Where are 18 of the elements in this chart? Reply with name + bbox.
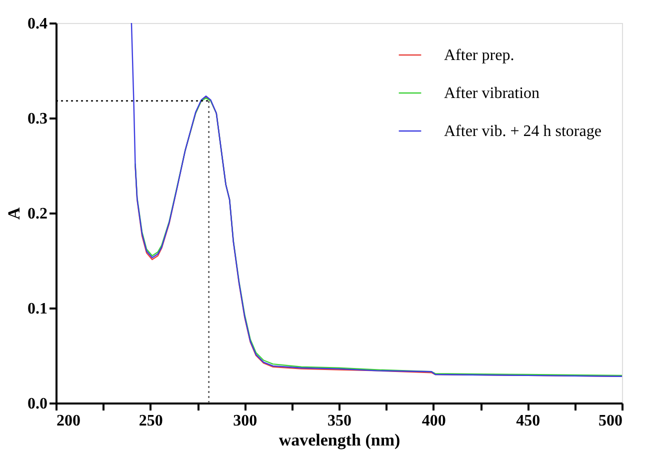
- legend-label: After prep.: [444, 47, 514, 64]
- y-tick-label: 0.2: [28, 206, 48, 222]
- y-tick-label: 0.4: [28, 16, 48, 32]
- x-tick-label: 450: [516, 412, 540, 430]
- legend-label: After vibration: [444, 85, 540, 102]
- x-tick-label: 300: [233, 412, 258, 430]
- y-axis-title: A: [4, 206, 24, 220]
- x-axis-title: wavelength (nm): [278, 430, 400, 450]
- x-tick-label: 350: [328, 412, 352, 430]
- x-tick-label: 200: [56, 412, 80, 430]
- x-tick-label: 250: [138, 412, 163, 430]
- y-tick-label: 0.1: [28, 300, 48, 318]
- legend-label: After vib. + 24 h storage: [444, 123, 602, 140]
- line-series: [130, 23, 622, 377]
- y-tick-label: 0.3: [28, 110, 48, 128]
- y-tick-label: 0.0: [28, 396, 48, 412]
- x-tick-label: 400: [422, 412, 446, 430]
- x-tick-label: 500: [598, 412, 622, 430]
